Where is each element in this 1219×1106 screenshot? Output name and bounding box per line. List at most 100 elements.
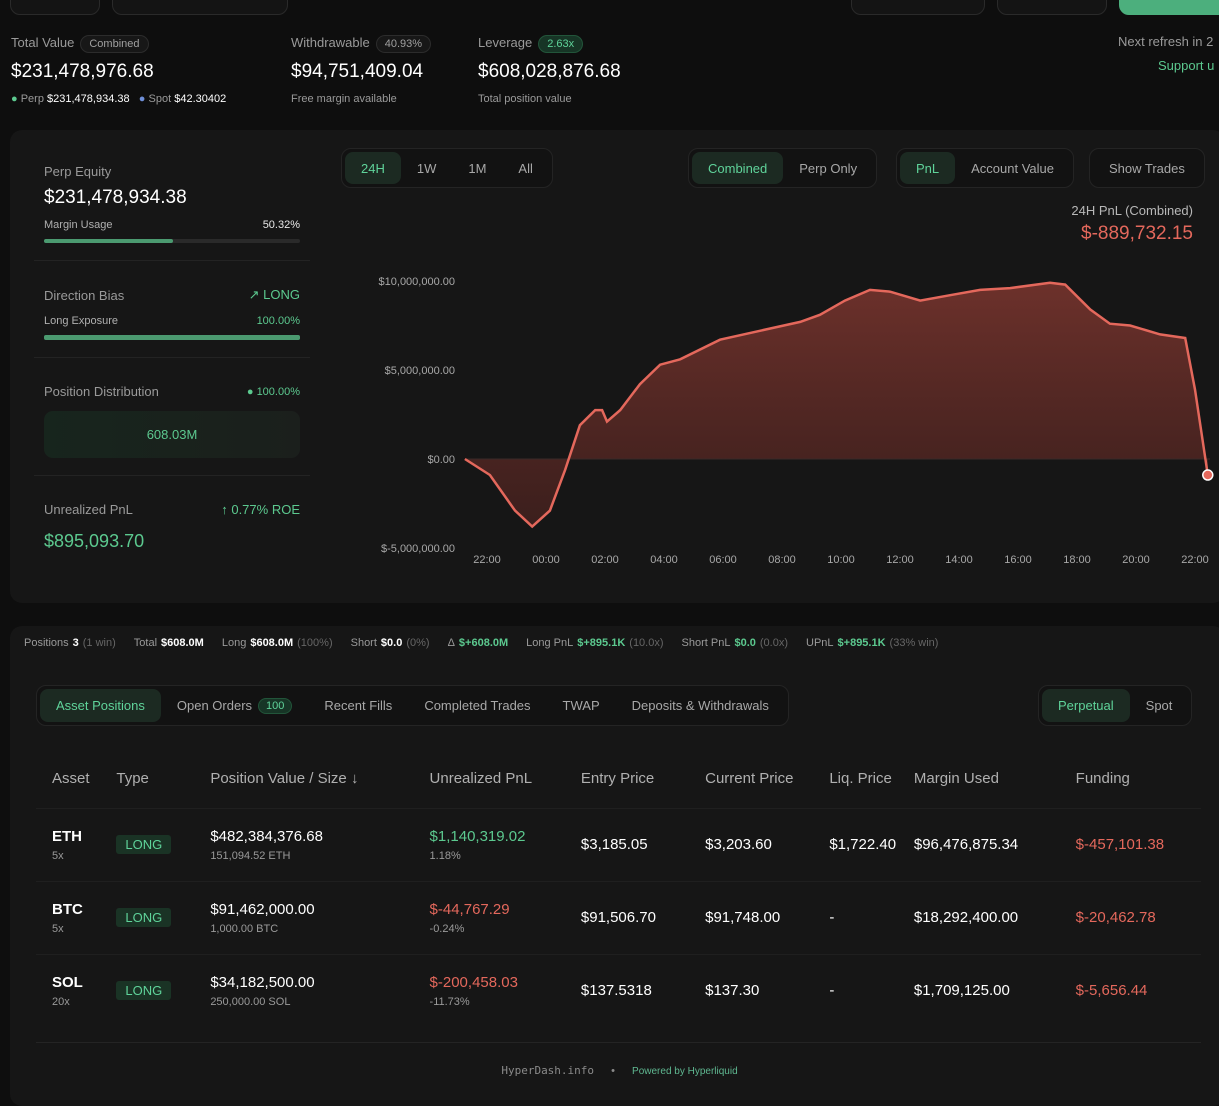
trend-up-icon: ↗ <box>248 287 260 302</box>
pnl-percent: -0.24% <box>429 922 465 935</box>
market-tab-spot[interactable]: Spot <box>1145 698 1173 713</box>
table-cell: $-457,101.38 <box>1075 807 1201 881</box>
stat-value: $+895.1K <box>577 637 626 649</box>
unrealized-pnl: $-200,458.03 <box>429 973 518 991</box>
direction-value: LONG <box>263 287 300 302</box>
asset-name: ETH <box>52 827 82 845</box>
direction-bias-label: Direction Bias <box>44 287 125 303</box>
stat-label: Total <box>133 637 158 649</box>
show-trades-button[interactable]: Show Trades <box>1109 160 1185 176</box>
column-header[interactable]: Entry Price <box>580 770 655 788</box>
stat-item: Short PnL $0.0 (0.0x) <box>682 637 792 649</box>
perp-equity-label: Perp Equity <box>44 164 112 179</box>
column-header[interactable]: Type <box>116 770 149 788</box>
liq-value: - <box>829 909 835 926</box>
perp-equity-value: $231,478,934.38 <box>44 187 187 208</box>
tab-asset-positions[interactable]: Asset Positions <box>40 689 161 722</box>
stats-bar: Positions 3 (1 win) Total $608.0M Long $608.0M… <box>24 637 956 649</box>
mode-0[interactable]: Combined <box>692 152 784 184</box>
footer-site[interactable]: HyperDash.info <box>501 1064 595 1077</box>
liq-value: $1,722.40 <box>829 836 897 853</box>
stat-label: Positions <box>24 637 69 649</box>
market-tab-perpetual[interactable]: Perpetual <box>1042 689 1130 722</box>
stat-value: $0.0 <box>734 637 756 649</box>
table-cell: $-5,656.44 <box>1075 953 1201 1027</box>
stat-value: $+608.0M <box>458 637 509 649</box>
table-row[interactable]: BTC 5x LONG $91,462,000.00 1,000.00 BTC $-44,… <box>36 880 1201 954</box>
table-cell: LONG <box>116 807 211 881</box>
metric-0[interactable]: PnL <box>900 152 956 184</box>
table-cell: $34,182,500.00 250,000.00 SOL <box>210 953 430 1027</box>
x-tick-label: 12:00 <box>886 554 914 566</box>
stat-item: Δ $+608.0M <box>448 637 513 649</box>
range-24h[interactable]: 24H <box>345 152 401 184</box>
pnl-percent: 1.18% <box>429 849 461 862</box>
mode-1[interactable]: Perp Only <box>799 160 858 176</box>
table-cell: $91,462,000.00 1,000.00 BTC <box>210 880 430 954</box>
position-size: 1,000.00 BTC <box>210 922 279 935</box>
pnl-chart[interactable]: $10,000,000.00 $5,000,000.00 $0.00 $-5,000,… <box>340 240 1219 590</box>
column-header[interactable]: Liq. Price <box>829 770 892 788</box>
pnl-title: 24H PnL (Combined) <box>1071 203 1193 218</box>
table-cell: $1,140,319.02 1.18% <box>429 807 581 881</box>
tab-completed-trades[interactable]: Completed Trades <box>408 689 546 722</box>
withdrawable-label: Withdrawable <box>291 35 370 50</box>
toggle-button[interactable] <box>997 0 1107 15</box>
leverage: 5x <box>52 922 64 935</box>
x-tick-label: 02:00 <box>591 554 619 566</box>
upnl-label: Unrealized PnL <box>44 502 133 517</box>
range-1w[interactable]: 1W <box>416 160 437 176</box>
x-tick-label: 22:00 <box>1181 554 1209 566</box>
stat-extra: (0%) <box>406 637 430 649</box>
position-size: 250,000.00 SOL <box>210 995 291 1008</box>
menu-button[interactable] <box>851 0 985 15</box>
range-all[interactable]: All <box>518 160 533 176</box>
address-field[interactable] <box>112 0 288 15</box>
margin-usage-value: 50.32% <box>262 219 300 231</box>
last-point-marker[interactable] <box>1202 469 1214 481</box>
back-button[interactable] <box>10 0 100 15</box>
roe-value: 0.77% ROE <box>231 502 300 517</box>
footer-powered[interactable]: Powered by Hyperliquid <box>632 1066 738 1077</box>
tab-open-orders[interactable]: Open Orders 100 <box>161 689 309 722</box>
column-header[interactable]: Current Price <box>705 770 794 788</box>
current-value: $3,203.60 <box>705 836 772 853</box>
total-value-label: Total Value <box>11 35 75 50</box>
primary-action-button[interactable] <box>1119 0 1219 15</box>
column-header[interactable]: Asset <box>52 770 90 788</box>
column-header[interactable]: Unrealized PnL <box>429 770 533 788</box>
market-tabs: Perpetual Spot <box>1038 685 1193 726</box>
table-cell: $1,722.40 <box>829 807 914 881</box>
table-divider <box>36 1042 1201 1043</box>
stat-value: 3 <box>72 637 79 649</box>
column-header[interactable]: Margin Used <box>913 770 999 788</box>
leverage-value: $608,028,876.68 <box>478 61 621 82</box>
tab-deposits-withdrawals[interactable]: Deposits & Withdrawals <box>616 689 785 722</box>
show-trades-toggle[interactable]: Show Trades <box>1089 148 1205 188</box>
table-cell: $137.5318 <box>580 953 706 1027</box>
x-tick-label: 10:00 <box>827 554 855 566</box>
metric-1[interactable]: Account Value <box>971 160 1055 176</box>
column-header[interactable]: Funding <box>1075 770 1130 788</box>
tab-recent-fills[interactable]: Recent Fills <box>308 689 408 722</box>
distribution-bar[interactable]: 608.03M <box>44 411 300 458</box>
support-link[interactable]: Support u <box>1158 58 1215 73</box>
long-exposure-value: 100.00% <box>256 315 300 327</box>
x-tick-label: 22:00 <box>473 554 501 566</box>
table-row[interactable]: SOL 20x LONG $34,182,500.00 250,000.00 SOL $-… <box>36 953 1201 1027</box>
tab-twap[interactable]: TWAP <box>547 689 616 722</box>
long-exposure-label: Long Exposure <box>44 315 118 327</box>
spot-value: $42.30402 <box>174 93 227 105</box>
position-value: $34,182,500.00 <box>210 973 315 991</box>
overview-card: Perp Equity $231,478,934.38 Margin Usage… <box>10 130 1219 603</box>
position-distribution-label: Position Distribution <box>44 384 159 399</box>
combined-badge: Combined <box>80 35 149 53</box>
range-1m[interactable]: 1M <box>468 160 487 176</box>
funding-value: $-20,462.78 <box>1075 909 1156 926</box>
column-header[interactable]: Position Value / Size ↓ <box>210 770 359 788</box>
stat-extra: (10.0x) <box>629 637 664 649</box>
table-row[interactable]: ETH 5x LONG $482,384,376.68 151,094.52 ETH $1… <box>36 807 1201 881</box>
side-panel: Perp Equity $231,478,934.38 Margin Usage… <box>34 164 310 552</box>
withdrawable-sub: Free margin available <box>291 93 397 105</box>
leverage-label: Leverage <box>478 35 533 50</box>
